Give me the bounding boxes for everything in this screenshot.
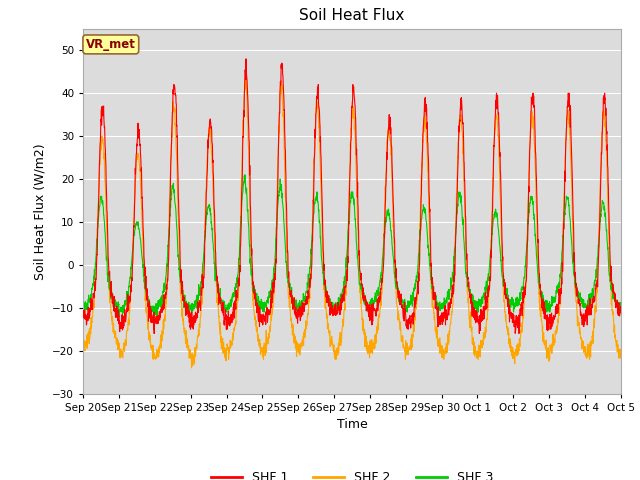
Title: Soil Heat Flux: Soil Heat Flux [300,9,404,24]
Legend: SHF 1, SHF 2, SHF 3: SHF 1, SHF 2, SHF 3 [205,467,499,480]
Y-axis label: Soil Heat Flux (W/m2): Soil Heat Flux (W/m2) [34,143,47,279]
Text: VR_met: VR_met [86,38,136,51]
X-axis label: Time: Time [337,418,367,431]
